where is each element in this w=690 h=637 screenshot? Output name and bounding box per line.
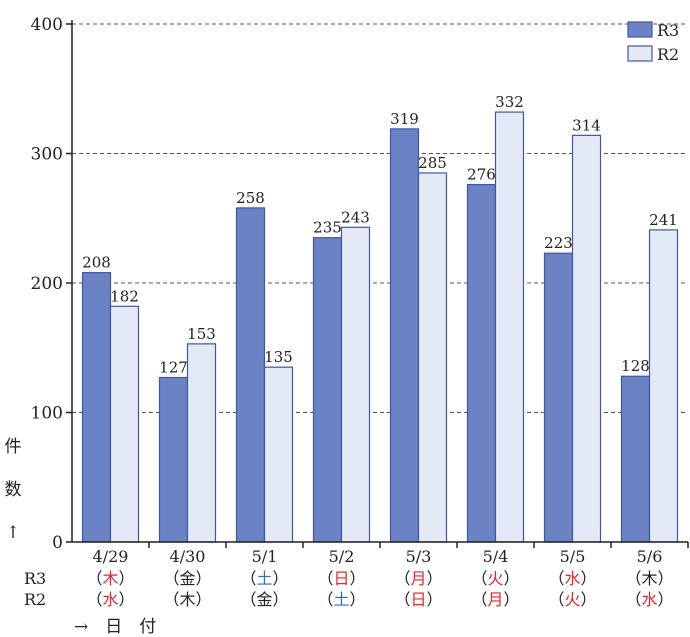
weekday-label-r2: （水） xyxy=(86,590,134,609)
bar-r3 xyxy=(543,252,574,543)
category-label: 5/5 xyxy=(560,547,586,566)
category-label: 4/29 xyxy=(93,547,129,566)
data-label-r2: 241 xyxy=(649,211,678,229)
weekday-label-r2: （火） xyxy=(548,590,596,609)
data-label-r3: 208 xyxy=(82,254,111,272)
bar-r3 xyxy=(466,183,497,543)
weekday-label-r2: （水） xyxy=(625,590,673,609)
y-axis-label: 件 xyxy=(5,437,22,457)
data-label-r3: 127 xyxy=(159,359,188,377)
legend-swatch-r2 xyxy=(627,45,653,62)
row-label-r2: R2 xyxy=(24,590,46,609)
weekday-label-r3: （木） xyxy=(86,569,134,588)
y-tick-label: 200 xyxy=(31,274,63,294)
weekday-label-r2: （月） xyxy=(471,590,519,609)
bar-r2 xyxy=(186,343,217,543)
weekday-label-r3: （月） xyxy=(394,569,442,588)
weekday-label-r3: （木） xyxy=(625,569,673,588)
weekday-label-r3: （日） xyxy=(317,569,365,588)
bar-r3 xyxy=(312,237,343,543)
bar-r2 xyxy=(494,111,525,543)
weekday-label-r2: （土） xyxy=(317,590,365,609)
legend-swatch-r3 xyxy=(627,21,653,38)
data-label-r3: 223 xyxy=(544,234,573,252)
bar-r3 xyxy=(235,207,266,543)
weekday-label-r3: （土） xyxy=(240,569,288,588)
y-tick-label: 300 xyxy=(31,145,63,165)
bar-r3 xyxy=(389,128,420,543)
data-label-r3: 319 xyxy=(390,110,419,128)
data-label-r3: 235 xyxy=(313,219,342,237)
y-axis-label: ↑ xyxy=(6,523,20,543)
y-tick-label: 400 xyxy=(31,15,63,35)
axes: 0 100 200 300 400 4/29 （木） （水） 4/30 （金） （木） 5/1 （土） （… xyxy=(5,15,689,637)
data-label-r2: 314 xyxy=(572,116,601,134)
data-label-r2: 332 xyxy=(495,93,524,111)
category-label: 5/6 xyxy=(637,547,663,566)
category-label: 5/3 xyxy=(406,547,432,566)
weekday-label-r2: （金） xyxy=(240,590,288,609)
data-label-r2: 153 xyxy=(187,325,216,343)
y-tick-label: 0 xyxy=(52,533,63,553)
data-label-r3: 276 xyxy=(467,166,496,184)
category-label: 5/2 xyxy=(329,547,355,566)
weekday-label-r3: （水） xyxy=(548,569,596,588)
weekday-label-r2: （木） xyxy=(163,590,211,609)
bars xyxy=(81,111,679,543)
weekday-label-r3: （金） xyxy=(163,569,211,588)
data-label-r3: 258 xyxy=(236,189,265,207)
category-label: 4/30 xyxy=(170,547,206,566)
legend-label-r3: R3 xyxy=(657,21,679,40)
data-label-r2: 285 xyxy=(418,154,447,172)
bar-r2 xyxy=(417,172,448,543)
legend-label-r2: R2 xyxy=(657,45,679,64)
weekday-label-r3: （火） xyxy=(471,569,519,588)
x-axis-label: → 日 付 xyxy=(74,617,156,637)
bar-r2 xyxy=(340,226,371,543)
row-label-r3: R3 xyxy=(24,569,46,588)
bar-r3 xyxy=(620,375,651,543)
data-label-r2: 182 xyxy=(110,287,139,305)
weekday-label-r2: （日） xyxy=(394,590,442,609)
category-label: 5/1 xyxy=(252,547,278,566)
data-label-r2: 135 xyxy=(264,348,293,366)
bar-r2 xyxy=(571,134,602,543)
y-axis-label: 数 xyxy=(5,480,22,500)
bar-r2 xyxy=(109,305,140,543)
category-label: 5/4 xyxy=(483,547,509,566)
bar-r3 xyxy=(81,272,112,543)
bar-r3 xyxy=(158,376,189,543)
data-label-r2: 243 xyxy=(341,208,370,226)
y-tick-label: 100 xyxy=(31,404,63,424)
data-label-r3: 128 xyxy=(621,357,650,375)
bar-r2 xyxy=(648,229,679,543)
bar-r2 xyxy=(263,366,294,543)
